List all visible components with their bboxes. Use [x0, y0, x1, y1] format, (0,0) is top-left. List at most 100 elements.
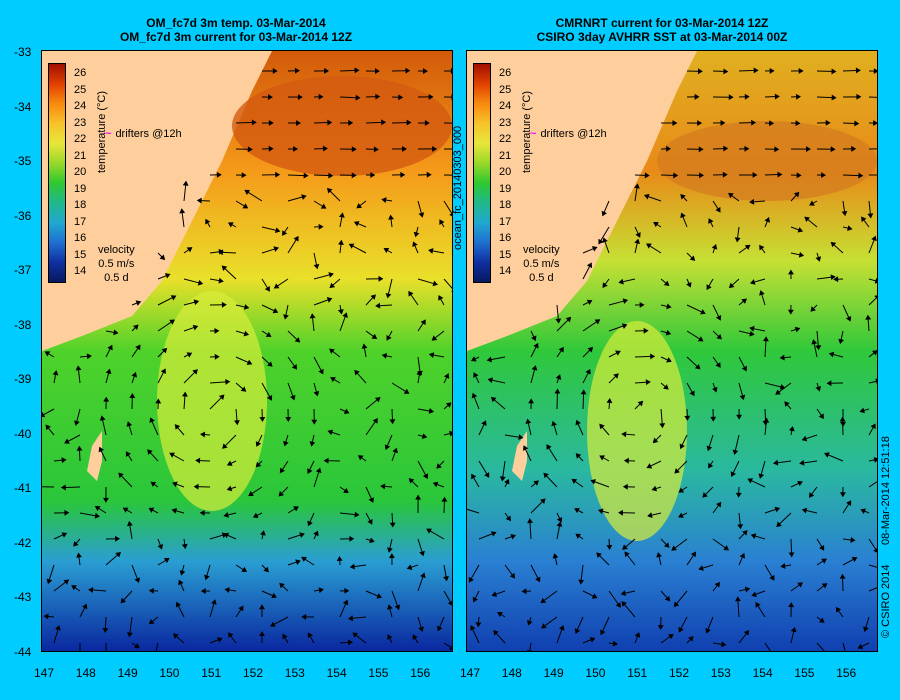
velocity-arrowhead [708, 462, 714, 469]
lon-tick-label: 154 [326, 666, 347, 680]
velocity-arrowhead [749, 198, 755, 205]
velocity-arrowhead [171, 508, 178, 514]
velocity-arrowhead [161, 347, 168, 354]
velocity-arrowhead [621, 601, 627, 607]
velocity-arrowhead [307, 632, 313, 639]
velocity-arrowhead [645, 379, 651, 386]
velocity-arrowhead [559, 625, 565, 631]
right-island [512, 431, 527, 481]
velocity-arrowhead [238, 605, 244, 612]
left-eddy [157, 291, 267, 511]
velocity-arrowhead [296, 120, 301, 126]
velocity-arrowhead [634, 632, 641, 638]
velocity-arrowhead [863, 626, 869, 633]
velocity-arrowhead [328, 272, 334, 278]
velocity-arrowhead [621, 431, 627, 438]
velocity-arrowhead [833, 276, 839, 283]
velocity-arrowhead [426, 171, 432, 178]
velocity-arrowhead [873, 120, 877, 127]
velocity-arrow [443, 278, 452, 289]
velocity-arrowhead [679, 443, 685, 450]
velocity-arrowhead [728, 192, 734, 199]
velocity-arrowhead [418, 626, 424, 633]
velocity-arrowhead [554, 388, 561, 394]
velocity-arrowhead [449, 645, 452, 650]
velocity-arrowhead [324, 67, 330, 74]
velocity-arrowhead [343, 408, 350, 414]
velocity-arrowhead [301, 556, 307, 562]
velocity-arrow [868, 380, 877, 384]
lon-tick-label: 149 [543, 666, 564, 680]
velocity-arrowhead [470, 625, 476, 631]
velocity-arrowhead [811, 339, 818, 345]
velocity-arrowhead [850, 536, 856, 543]
velocity-arrowhead [361, 343, 368, 349]
velocity-arrowhead [541, 623, 547, 629]
lon-tick-label: 156 [410, 666, 431, 680]
velocity-arrowhead [527, 518, 533, 524]
velocity-arrowhead [279, 467, 286, 474]
velocity-arrowhead [652, 437, 659, 444]
velocity-arrowhead [546, 444, 552, 450]
velocity-arrowhead [774, 93, 780, 100]
velocity-arrowhead [387, 634, 393, 640]
velocity-arrowhead [431, 335, 438, 341]
velocity-arrowhead [264, 286, 270, 292]
velocity-arrowhead [301, 613, 307, 620]
velocity-arrowhead [481, 420, 487, 426]
velocity-arrowhead [535, 576, 541, 583]
velocity-arrowhead [196, 197, 202, 204]
velocity-arrowhead [656, 552, 662, 558]
velocity-arrowhead [794, 326, 801, 333]
velocity-arrowhead [780, 563, 786, 569]
velocity-arrowhead [392, 447, 398, 454]
velocity-arrowhead [665, 329, 672, 336]
velocity-arrowhead [349, 535, 355, 542]
velocity-arrowhead [591, 593, 598, 599]
velocity-arrowhead [241, 566, 248, 573]
velocity-arrowhead [824, 452, 830, 458]
velocity-arrowhead [856, 93, 862, 100]
velocity-arrowhead [486, 356, 492, 363]
velocity-arrowhead [737, 524, 744, 530]
velocity-arrowhead [663, 384, 669, 390]
velocity-arrowhead [381, 197, 387, 204]
velocity-arrowhead [318, 587, 324, 594]
velocity-arrowhead [510, 533, 516, 540]
velocity-arrowhead [103, 396, 110, 402]
lat-tick-label: -35 [14, 154, 32, 168]
velocity-arrowhead [556, 516, 563, 523]
velocity-arrowhead [575, 533, 582, 539]
velocity-arrowhead [380, 483, 386, 490]
velocity-arrowhead [214, 353, 220, 360]
velocity-arrowhead [552, 553, 559, 559]
velocity-arrowhead [318, 223, 324, 230]
velocity-arrowhead [497, 611, 503, 618]
velocity-arrowhead [594, 319, 601, 325]
velocity-arrowhead [788, 425, 795, 432]
velocity-arrowhead [858, 172, 864, 179]
velocity-arrowhead [624, 551, 630, 558]
velocity-arrowhead [736, 414, 743, 420]
velocity-arrowhead [600, 629, 606, 636]
velocity-arrowhead [797, 480, 803, 487]
velocity-arrowhead [751, 591, 757, 598]
velocity-arrowhead [323, 457, 329, 464]
velocity-arrowhead [599, 455, 605, 461]
velocity-arrowhead [873, 548, 877, 553]
velocity-arrowhead [368, 497, 374, 503]
velocity-arrowhead [777, 171, 783, 178]
velocity-arrowhead [815, 345, 822, 351]
timestamp-label: 08-Mar-2014 12:51:18 [880, 436, 892, 545]
velocity-arrowhead [490, 531, 497, 537]
colorbar-tick-label: 20 [74, 166, 87, 178]
velocity-arrowhead [830, 274, 836, 281]
velocity-arrowhead [373, 146, 379, 153]
velocity-arrowhead [574, 507, 580, 514]
velocity-arrowhead [273, 283, 280, 289]
velocity-arrowhead [422, 473, 429, 479]
velocity-arrowhead [353, 221, 360, 227]
velocity-arrowhead [830, 146, 836, 153]
velocity-arrowhead [343, 487, 349, 494]
velocity-arrowhead [293, 235, 299, 242]
